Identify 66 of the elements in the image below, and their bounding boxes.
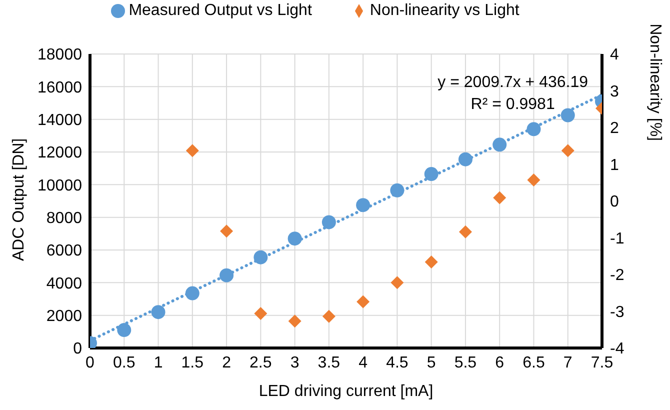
x-tick-label: 3.5 bbox=[318, 354, 340, 372]
x-tick-label: 5 bbox=[426, 354, 436, 372]
point bbox=[117, 323, 132, 338]
y-tick-label: 18000 bbox=[38, 46, 82, 64]
point bbox=[527, 174, 540, 187]
point bbox=[151, 305, 166, 320]
y-tick-label: 6000 bbox=[46, 242, 82, 260]
y2-axis-title: Non-linearity [%] bbox=[646, 24, 664, 141]
y2-tick-label: -1 bbox=[610, 230, 624, 248]
point bbox=[220, 268, 234, 282]
point bbox=[390, 276, 404, 290]
x-tick-label: 1 bbox=[154, 354, 163, 372]
x-tick-label: 4 bbox=[358, 354, 368, 372]
y-tick-label: 16000 bbox=[38, 79, 82, 96]
y-tick-label: 0 bbox=[73, 340, 82, 358]
y2-tick-label: -3 bbox=[610, 304, 624, 321]
point bbox=[185, 286, 200, 300]
y-axis-title: ADC Output [DN] bbox=[10, 138, 28, 261]
point bbox=[390, 183, 404, 198]
x-tick-label: 4.5 bbox=[386, 354, 408, 372]
point bbox=[356, 295, 370, 308]
y2-tick-label: -2 bbox=[610, 267, 624, 284]
point bbox=[526, 122, 541, 136]
point bbox=[561, 144, 574, 158]
point bbox=[458, 152, 472, 166]
annotation: y = 2009.7x + 436.19 bbox=[438, 73, 588, 93]
legend-label: Non-linearity vs Light bbox=[370, 2, 520, 19]
y-tick-label: 8000 bbox=[46, 210, 82, 228]
point bbox=[560, 108, 575, 122]
point bbox=[458, 225, 472, 238]
x-tick-label: 3 bbox=[290, 354, 300, 372]
point bbox=[322, 310, 336, 323]
x-tick-label: 2.5 bbox=[250, 354, 272, 372]
point bbox=[288, 232, 302, 246]
x-tick-label: 1.5 bbox=[181, 354, 204, 372]
y2-tick-label: 1 bbox=[610, 156, 619, 174]
point bbox=[356, 198, 370, 212]
y-tick-label: 12000 bbox=[38, 144, 82, 162]
point bbox=[493, 191, 506, 204]
point bbox=[254, 250, 268, 264]
y-tick-label: 10000 bbox=[38, 177, 82, 194]
y-tick-label: 14000 bbox=[38, 112, 82, 130]
y-tick-label: 2000 bbox=[46, 308, 82, 326]
point bbox=[254, 306, 268, 320]
point bbox=[322, 215, 336, 230]
legend-label: Measured Output vs Light bbox=[128, 2, 312, 19]
y2-tick-label: 2 bbox=[610, 120, 619, 138]
x-tick-label: 0.5 bbox=[113, 354, 136, 372]
x-tick-label: 7 bbox=[563, 354, 572, 372]
point bbox=[492, 138, 507, 152]
point bbox=[186, 144, 199, 158]
annotation: R² = 0.9981 bbox=[470, 95, 556, 115]
x-tick-label: 6.5 bbox=[522, 354, 545, 372]
y-tick-label: 4000 bbox=[46, 275, 82, 292]
point bbox=[424, 167, 438, 182]
y2-tick-label: 3 bbox=[610, 83, 619, 100]
x-tick-label: 5.5 bbox=[454, 354, 477, 372]
x-axis-title: LED driving current [mA] bbox=[258, 383, 434, 400]
x-tick-label: 0 bbox=[86, 354, 95, 372]
x-tick-label: 2 bbox=[222, 354, 232, 372]
point bbox=[220, 224, 234, 238]
x-tick-label: 6 bbox=[495, 354, 504, 372]
y2-tick-label: 4 bbox=[610, 46, 619, 64]
point bbox=[288, 314, 302, 328]
y2-tick-label: 0 bbox=[610, 194, 619, 211]
point bbox=[424, 256, 438, 269]
